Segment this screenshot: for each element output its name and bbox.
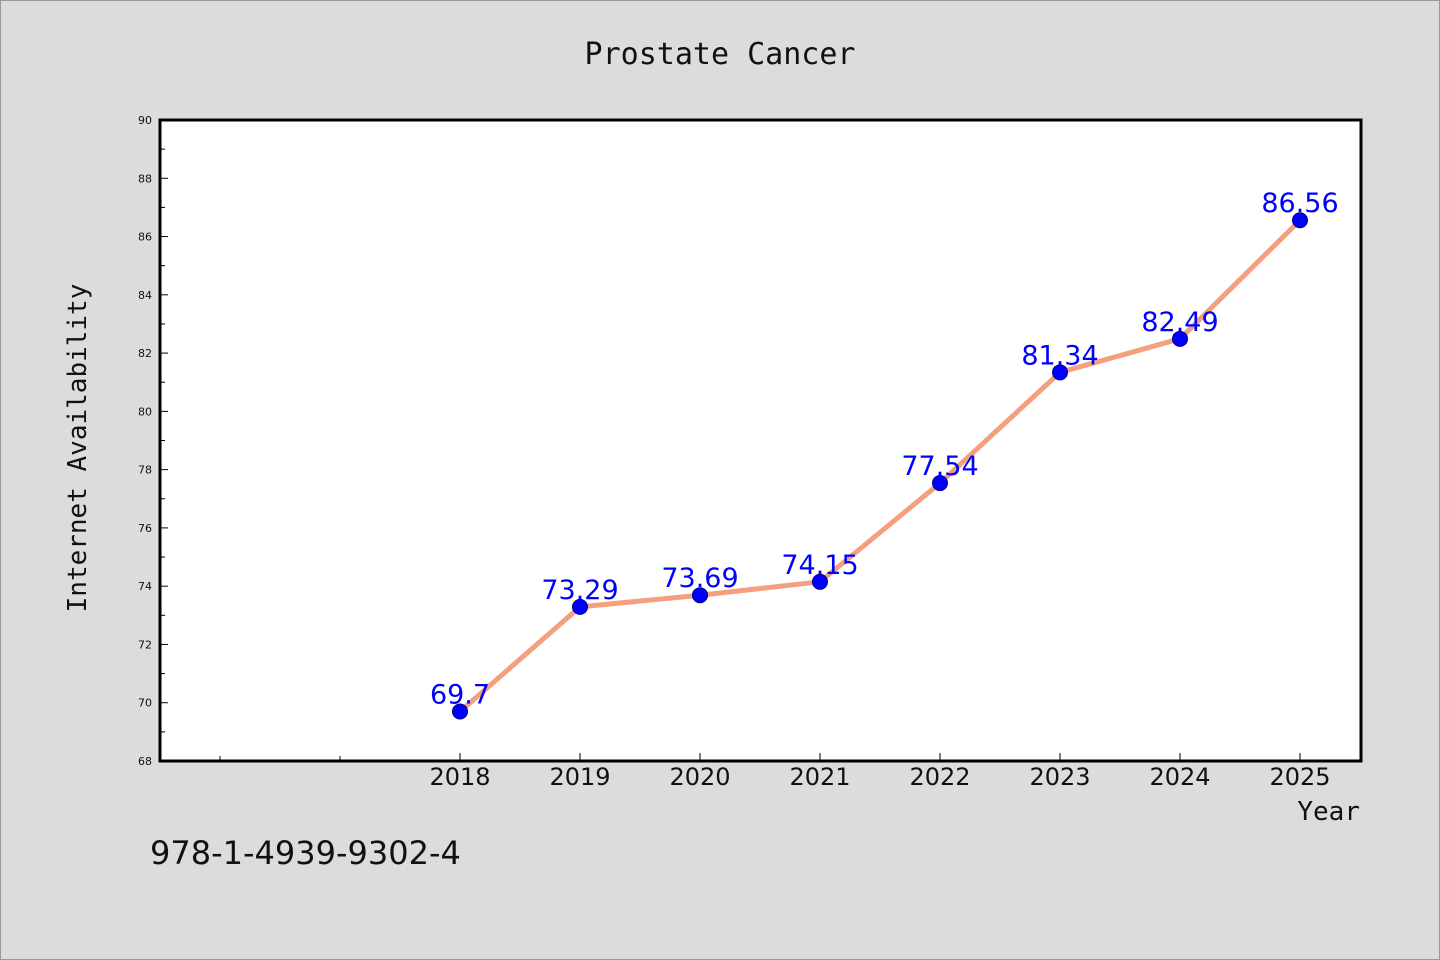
y-tick-label: 68 <box>138 755 152 768</box>
chart-title: Prostate Cancer <box>585 37 856 72</box>
x-tick-label: 2020 <box>669 763 730 791</box>
data-label: 77.54 <box>901 451 978 482</box>
y-tick-label: 84 <box>138 289 152 302</box>
data-point <box>932 475 948 492</box>
data-label: 69.7 <box>430 679 490 710</box>
data-label: 73.29 <box>541 575 618 606</box>
data-labels: 69.7 73.29 73.69 74.15 77.54 81.34 82.49 86.56 <box>430 188 1339 710</box>
x-tick-label: 2023 <box>1029 763 1090 791</box>
y-tick-label: 78 <box>138 464 152 477</box>
data-label: 86.56 <box>1261 188 1338 219</box>
series-group <box>452 212 1308 720</box>
y-axis: 68 70 72 74 76 78 80 82 84 86 88 90 <box>138 114 168 768</box>
data-label: 82.49 <box>1141 307 1218 338</box>
y-tick-label: 72 <box>138 638 152 651</box>
x-tick-label: 2021 <box>789 763 850 791</box>
y-tick-label: 90 <box>138 114 152 127</box>
data-label: 81.34 <box>1021 340 1098 371</box>
x-tick-label: 2024 <box>1149 763 1210 791</box>
data-point <box>692 587 708 604</box>
data-label: 73.69 <box>661 563 738 594</box>
x-tick-label: 2018 <box>429 763 490 791</box>
series-line <box>457 217 1303 714</box>
data-point <box>812 573 828 590</box>
y-axis-title: Internet Availability <box>63 284 93 613</box>
y-tick-label: 76 <box>138 522 152 535</box>
x-tick-label: 2019 <box>549 763 610 791</box>
data-label: 74.15 <box>781 550 858 581</box>
data-point <box>1292 212 1308 229</box>
x-axis: 2018 2019 2020 2021 2022 2023 2024 2025 <box>219 753 1331 791</box>
data-point <box>1172 330 1188 347</box>
y-tick-label: 70 <box>138 697 152 710</box>
y-tick-label: 82 <box>138 347 152 360</box>
data-point <box>572 598 588 615</box>
y-tick-label: 80 <box>138 405 152 418</box>
y-tick-label: 88 <box>138 172 152 185</box>
data-point <box>452 703 468 720</box>
y-tick-label: 86 <box>138 231 152 244</box>
x-tick-label: 2022 <box>909 763 970 791</box>
footer-isbn: 978-1-4939-9302-4 <box>150 834 461 872</box>
plot-area <box>158 118 1363 763</box>
x-axis-title: Year <box>1297 797 1360 827</box>
y-tick-label: 74 <box>138 580 152 593</box>
data-point <box>1052 364 1068 381</box>
x-tick-label: 2025 <box>1269 763 1330 791</box>
